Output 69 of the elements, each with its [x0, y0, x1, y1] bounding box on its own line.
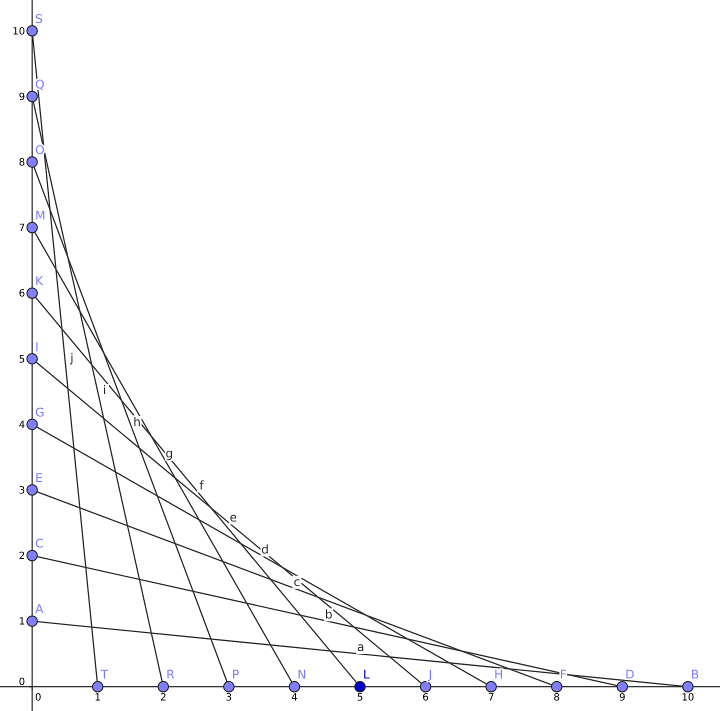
data-label: E	[35, 470, 43, 485]
series-label: g	[166, 446, 174, 461]
data-label: C	[35, 536, 44, 551]
data-label: M	[35, 208, 46, 223]
point	[26, 550, 38, 562]
point	[682, 681, 694, 692]
series-label: j	[69, 351, 74, 366]
x-tick-label: 8	[554, 692, 560, 704]
series-label: c	[294, 574, 300, 589]
x-tick-label: 4	[291, 692, 298, 704]
x-tick-label: 1	[94, 692, 101, 704]
point	[354, 681, 366, 692]
x-tick-label: 10	[682, 692, 694, 704]
data-label: N	[297, 668, 306, 682]
y-tick-label: 4	[18, 420, 26, 431]
point	[26, 156, 38, 168]
x-tick-label: 5	[356, 692, 364, 704]
data-label: S	[35, 12, 43, 26]
data-label: G	[35, 405, 44, 420]
y-tick-label: 0	[18, 677, 26, 688]
point	[92, 681, 104, 692]
data-label: I	[35, 340, 39, 354]
data-label: L	[363, 668, 370, 682]
x-tick-label: 9	[619, 692, 626, 704]
point	[26, 615, 38, 627]
point	[158, 681, 169, 692]
x-tick-label: 2	[160, 692, 166, 704]
data-label: T	[100, 668, 109, 682]
series-label: a	[357, 640, 364, 654]
series-label: h	[133, 414, 141, 429]
data-label: D	[625, 668, 635, 682]
series-label: e	[230, 510, 238, 524]
point	[26, 287, 38, 299]
y-tick-label: 2	[18, 551, 26, 562]
series-label: i	[102, 383, 106, 398]
data-label: R	[166, 668, 175, 682]
y-tick-label: 1	[18, 616, 26, 628]
point	[223, 681, 235, 692]
point	[26, 418, 38, 430]
y-tick-label: 3	[18, 485, 26, 496]
point	[26, 90, 38, 102]
point	[616, 681, 628, 692]
x-tick-label: 7	[488, 692, 494, 704]
y-tick-label: 7	[18, 223, 26, 234]
series-label: d	[261, 542, 269, 556]
point	[551, 681, 562, 692]
x-tick-label: 6	[422, 692, 429, 704]
point	[26, 484, 38, 496]
point	[26, 222, 38, 234]
data-label: J	[428, 668, 432, 682]
y-tick-label: 8	[18, 158, 26, 169]
data-label: K	[35, 274, 44, 288]
data-label: H	[494, 668, 504, 682]
y-tick-label: 5	[18, 354, 26, 366]
data-label: B	[690, 668, 700, 682]
point	[485, 681, 497, 692]
data-label: A	[35, 602, 44, 616]
point	[420, 681, 432, 692]
point	[26, 25, 38, 37]
y-tick-label: 10	[12, 26, 26, 38]
series-label: f	[199, 478, 204, 492]
x-tick-label: 0	[34, 692, 42, 704]
y-tick-label: 9	[18, 92, 26, 103]
series-label: b	[324, 607, 333, 622]
data-label: P	[232, 668, 240, 682]
x-tick-label: 3	[226, 692, 232, 704]
point	[288, 681, 300, 692]
y-tick-label: 6	[18, 288, 26, 300]
point	[26, 353, 38, 364]
